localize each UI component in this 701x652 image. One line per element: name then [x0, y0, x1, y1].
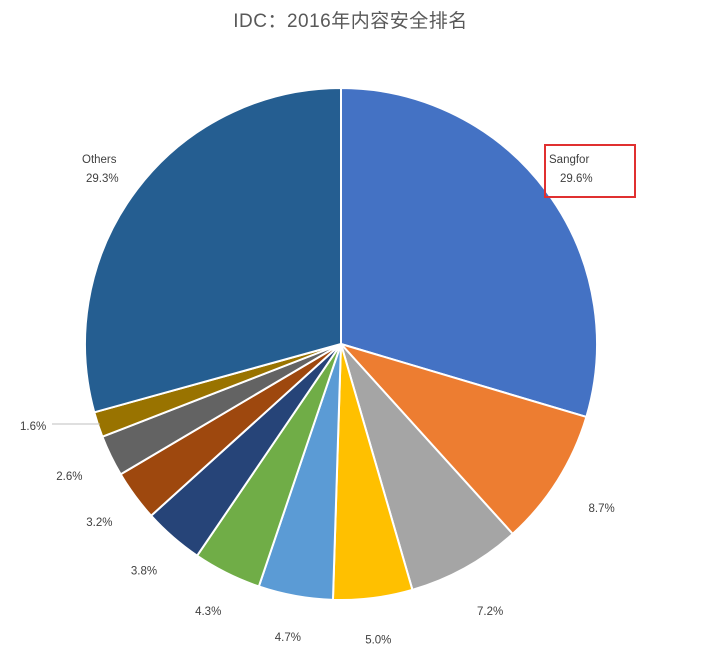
pie-slice-vendor-1 [337, 342, 588, 536]
slice-label-vendor-8: 2.6% [56, 471, 82, 483]
slice-label-vendor-9: 1.6% [20, 421, 46, 433]
slice-label-others: 29.3% [86, 173, 119, 185]
slice-label-vendor-2: 7.2% [477, 606, 503, 618]
slice-label-vendor-1: 8.7% [588, 503, 614, 515]
slice-label-vendor-7: 3.2% [86, 517, 112, 529]
slice-label-sangfor: 29.6% [560, 173, 593, 185]
highlight-box [544, 144, 636, 198]
slice-label-vendor-3: 5.0% [365, 635, 391, 647]
pie-slice-sangfor [340, 86, 598, 419]
chart-title: IDC：2016年内容安全排名 [233, 11, 468, 32]
pie-slice-others [84, 86, 342, 414]
slice-label-vendor-5: 4.3% [195, 606, 221, 618]
slice-name-others: Others [82, 154, 117, 166]
slice-label-vendor-6: 3.8% [131, 565, 157, 577]
slice-label-vendor-4: 4.7% [275, 632, 301, 644]
pie-slice-vendor-2 [340, 343, 515, 592]
slice-name-sangfor: Sangfor [549, 154, 589, 166]
pie-slices [84, 86, 598, 601]
data-labels: Sangfor 29.6% 8.7% 7.2% 5.0% 4.7% 4.3% 3.8% 3.2%… [20, 154, 615, 647]
